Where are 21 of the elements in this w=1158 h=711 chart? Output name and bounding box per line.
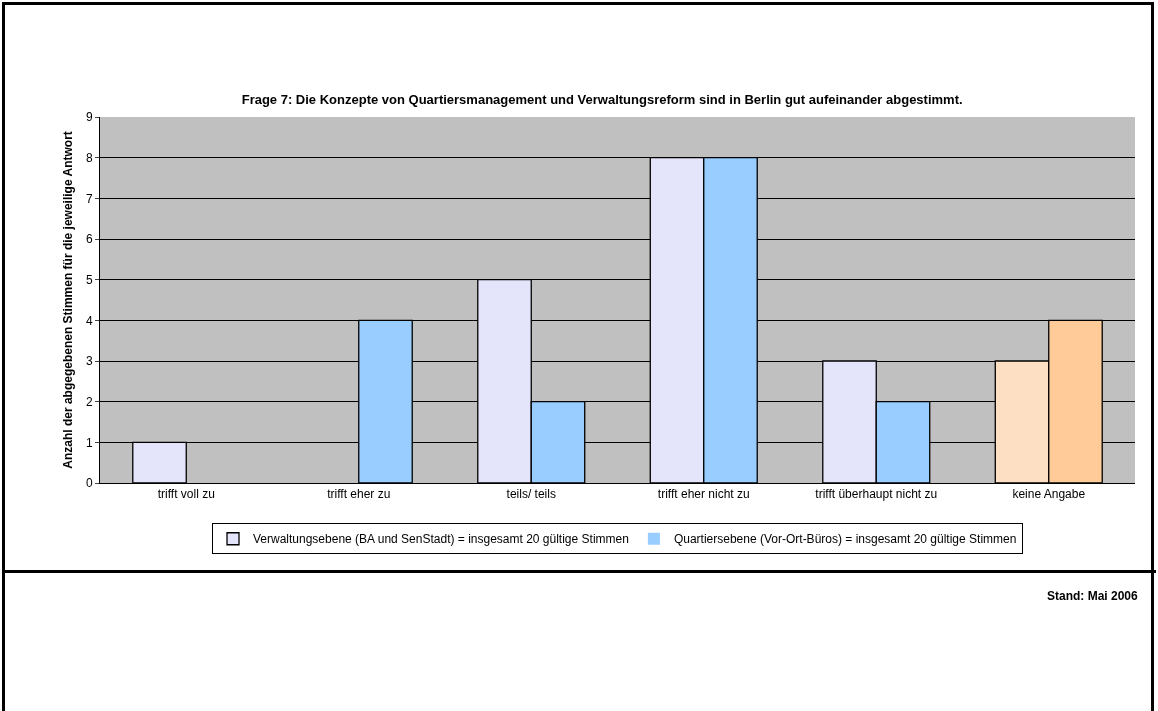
legend-label: Quartiersebene (Vor-Ort-Büros) = insgesamt 20 gültige Stimmen xyxy=(673,532,1017,547)
legend-label: Verwaltungsebene (BA und SenStadt) = insgesamt 20 gültige Stimmen xyxy=(253,532,629,547)
y-tick-label: 1 xyxy=(85,435,93,450)
text: Stand: Mai 2006 xyxy=(1047,589,1139,603)
x-tick-label: keine Angabe xyxy=(1012,487,1086,502)
x-tick-label: trifft eher nicht zu xyxy=(657,487,750,502)
x-tick-label: trifft voll zu xyxy=(157,487,215,502)
y-axis-title: Anzahl der abgegebenen Stimmen für die jeweilige Antwort xyxy=(61,131,76,469)
y-tick-label: 2 xyxy=(85,394,93,409)
y-tick-label: 9 xyxy=(85,110,93,125)
chart-title: Frage 7: Die Konzepte von Quartiersmanagement und Verwaltungsreform sind in Berlin gut aufeinander abgestimmt. xyxy=(241,92,963,108)
y-tick-label: 6 xyxy=(85,232,93,247)
y-tick-label: 3 xyxy=(85,354,93,369)
y-tick-label: 5 xyxy=(85,272,93,287)
x-tick-label: trifft eher zu xyxy=(327,487,391,502)
x-tick-label: trifft überhaupt nicht zu xyxy=(815,487,938,502)
y-tick-label: 8 xyxy=(85,150,93,165)
y-tick-label: 4 xyxy=(85,313,93,328)
y-tick-label: 7 xyxy=(85,191,93,206)
y-tick-label: 0 xyxy=(85,476,93,491)
x-tick-label: teils/ teils xyxy=(506,487,556,502)
